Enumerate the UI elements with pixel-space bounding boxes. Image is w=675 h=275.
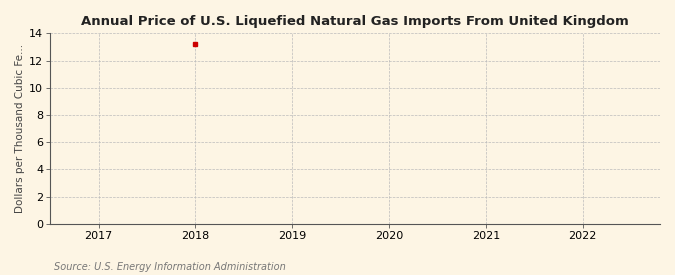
Text: Source: U.S. Energy Information Administration: Source: U.S. Energy Information Administ… <box>54 262 286 272</box>
Title: Annual Price of U.S. Liquefied Natural Gas Imports From United Kingdom: Annual Price of U.S. Liquefied Natural G… <box>81 15 629 28</box>
Y-axis label: Dollars per Thousand Cubic Fe...: Dollars per Thousand Cubic Fe... <box>15 44 25 213</box>
